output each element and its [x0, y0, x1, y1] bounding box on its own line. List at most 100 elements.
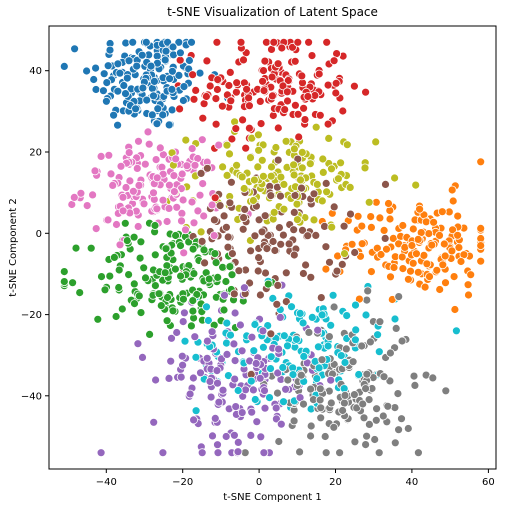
scatter-point-cluster-pink — [106, 169, 116, 179]
scatter-point-cluster-orange — [439, 239, 449, 249]
scatter-point-cluster-gray — [289, 416, 299, 426]
scatter-point-cluster-olive — [292, 215, 302, 225]
scatter-point-cluster-gray — [365, 337, 375, 347]
scatter-point-cluster-red — [202, 56, 212, 66]
scatter-point-cluster-olive — [297, 163, 307, 173]
scatter-point-cluster-purple — [149, 417, 159, 427]
scatter-point-cluster-purple — [179, 308, 189, 318]
scatter-point-cluster-orange — [424, 229, 434, 239]
scatter-point-cluster-red — [349, 81, 359, 91]
scatter-point-cluster-green — [93, 314, 103, 324]
scatter-point-cluster-purple — [230, 356, 240, 366]
scatter-point-cluster-gray — [321, 448, 331, 458]
scatter-point-cluster-brown — [278, 230, 288, 240]
scatter-point-cluster-red — [236, 37, 246, 47]
scatter-point-cluster-orange — [397, 252, 407, 262]
scatter-point-cluster-pink — [116, 161, 126, 171]
scatter-point-cluster-pink — [182, 161, 192, 171]
x-axis-ticks: −40 −20 0 20 40 60 — [96, 469, 495, 488]
scatter-point-cluster-brown — [276, 239, 286, 249]
scatter-point-cluster-green — [150, 221, 160, 230]
x-axis-label: t-SNE Component 1 — [223, 492, 321, 503]
scatter-point-cluster-cyan — [250, 395, 260, 404]
scatter-point-cluster-red — [205, 81, 215, 91]
scatter-point-cluster-pink — [199, 211, 209, 221]
scatter-point-cluster-purple — [276, 419, 286, 429]
scatter-point-cluster-cyan — [191, 352, 201, 362]
scatter-point-cluster-orange — [476, 223, 486, 233]
chart-title: t-SNE Visualization of Latent Space — [167, 5, 378, 19]
scatter-point-cluster-red — [244, 101, 254, 111]
scatter-point-cluster-pink — [178, 195, 188, 205]
scatter-point-cluster-purple — [256, 432, 266, 442]
scatter-point-cluster-blue — [178, 96, 188, 105]
scatter-point-cluster-purple — [239, 283, 249, 293]
scatter-point-cluster-gray — [348, 357, 358, 367]
x-tick-label: 20 — [329, 477, 342, 488]
scatter-point-cluster-red — [267, 72, 277, 82]
scatter-point-cluster-pink — [91, 224, 101, 234]
scatter-point-cluster-blue — [168, 42, 178, 52]
scatter-point-cluster-olive — [218, 162, 228, 172]
scatter-point-cluster-blue — [99, 86, 108, 96]
scatter-point-cluster-brown — [332, 266, 342, 276]
scatter-point-cluster-green — [188, 306, 198, 316]
scatter-point-cluster-pink — [104, 150, 114, 160]
scatter-point-cluster-olive — [222, 170, 232, 180]
scatter-point-cluster-gray — [350, 437, 360, 447]
scatter-point-cluster-red — [201, 92, 211, 101]
scatter-point-cluster-gray — [390, 403, 400, 413]
scatter-point-cluster-cyan — [350, 335, 360, 345]
scatter-point-cluster-gray — [378, 411, 388, 421]
scatter-point-cluster-red — [211, 94, 221, 103]
scatter-point-cluster-orange — [453, 230, 463, 240]
scatter-point-cluster-pink — [69, 192, 79, 202]
scatter-point-cluster-blue — [149, 77, 159, 86]
scatter-point-cluster-red — [189, 94, 199, 104]
scatter-point-cluster-purple — [231, 402, 241, 412]
scatter-point-cluster-cyan — [202, 302, 211, 312]
scatter-point-cluster-gray — [335, 448, 345, 458]
scatter-point-cluster-pink — [139, 199, 149, 209]
scatter-point-cluster-cyan — [299, 351, 309, 361]
scatter-point-cluster-orange — [386, 272, 395, 282]
scatter-point-cluster-purple — [205, 377, 215, 386]
scatter-point-cluster-brown — [262, 244, 272, 254]
scatter-point-cluster-orange — [408, 258, 418, 268]
scatter-point-cluster-brown — [276, 191, 285, 201]
scatter-point-cluster-pink — [90, 166, 100, 176]
scatter-point-cluster-olive — [258, 171, 268, 181]
scatter-point-cluster-brown — [273, 280, 283, 290]
scatter-point-cluster-cyan — [340, 358, 350, 367]
scatter-point-cluster-gray — [364, 419, 374, 429]
scatter-point-cluster-purple — [241, 385, 251, 395]
scatter-point-cluster-green — [170, 264, 180, 274]
scatter-point-cluster-blue — [153, 104, 163, 114]
scatter-point-cluster-purple — [197, 448, 207, 458]
scatter-point-cluster-brown — [329, 202, 339, 212]
scatter-point-cluster-red — [315, 110, 325, 120]
scatter-point-cluster-purple — [206, 392, 216, 402]
scatter-point-cluster-red — [273, 59, 283, 69]
scatter-point-cluster-brown — [311, 230, 321, 240]
scatter-point-cluster-cyan — [336, 351, 346, 361]
scatter-point-cluster-gray — [339, 398, 349, 408]
scatter-point-cluster-orange — [406, 266, 415, 276]
scatter-point-cluster-orange — [403, 274, 413, 284]
scatter-point-cluster-orange — [432, 265, 442, 275]
scatter-point-cluster-orange — [415, 204, 425, 214]
scatter-point-cluster-brown — [227, 249, 237, 259]
scatter-point-cluster-olive — [345, 182, 355, 192]
scatter-point-cluster-purple — [237, 408, 247, 418]
scatter-point-cluster-brown — [350, 248, 360, 257]
scatter-point-cluster-pink — [140, 159, 150, 169]
scatter-point-cluster-gray — [316, 413, 326, 423]
scatter-point-cluster-gray — [383, 401, 393, 411]
scatter-point-cluster-olive — [222, 140, 232, 150]
scatter-point-cluster-blue — [109, 110, 118, 120]
scatter-point-cluster-red — [299, 103, 309, 113]
scatter-point-cluster-purple — [178, 317, 188, 327]
scatter-point-cluster-purple — [222, 349, 232, 359]
scatter-point-cluster-orange — [466, 270, 476, 280]
scatter-point-cluster-green — [186, 321, 196, 331]
